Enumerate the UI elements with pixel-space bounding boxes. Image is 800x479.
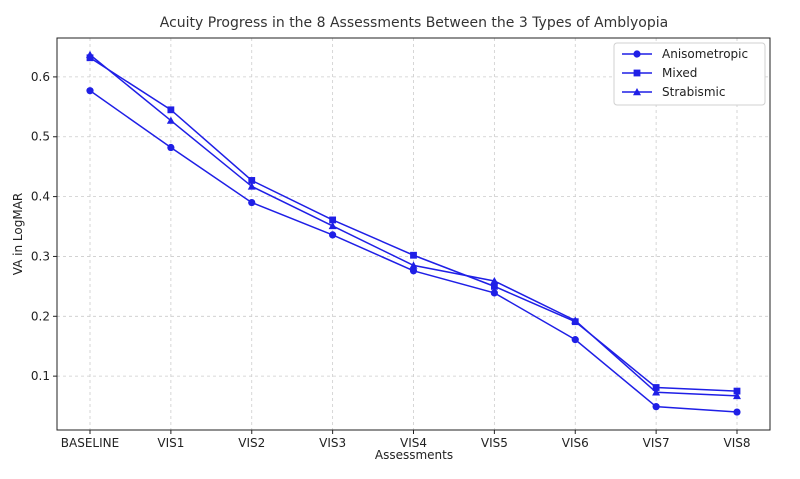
y-tick-label: 0.3 [31,249,50,263]
data-point-anisometropic [571,336,579,344]
x-tick-label: VIS7 [643,436,670,450]
y-axis-label: VA in LogMAR [11,193,25,276]
legend-label-anisometropic: Anisometropic [662,47,748,61]
legend-label-strabismic: Strabismic [662,85,725,99]
legend-marker-mixed [633,69,641,77]
y-tick-label: 0.5 [31,130,50,144]
series-layer [86,50,741,416]
legend-marker-strabismic [633,88,641,96]
x-tick-label: VIS4 [400,436,427,450]
data-point-mixed [652,384,660,391]
legend-marker-anisometropic [633,50,641,58]
chart-title: Acuity Progress in the 8 Assessments Bet… [160,15,668,31]
data-point-strabismic [247,182,256,190]
legend-label-mixed: Mixed [662,66,697,80]
data-point-mixed [410,251,417,259]
plot-frame [56,37,771,431]
data-point-strabismic [166,116,175,124]
x-tick-label: VIS2 [238,436,265,450]
y-tick-label: 0.1 [31,369,50,383]
x-tick-label: VIS1 [157,436,184,450]
data-point-strabismic [652,388,661,396]
y-tick-label: 0.2 [31,309,50,323]
data-point-mixed [733,387,741,395]
data-point-anisometropic [329,231,337,239]
legend: Anisometropic Mixed Strabismic [613,42,766,106]
x-tick-label: VIS3 [319,436,346,450]
data-point-anisometropic [248,198,256,207]
data-point-anisometropic [86,87,94,95]
x-axis-label: Assessments [375,448,453,462]
axes: BASELINE VIS1 VIS2 VIS3 VIS4 VIS5 VIS6 VIS7 VIS8… [31,70,751,450]
x-tick-label: BASELINE [61,436,119,450]
y-tick-label: 0.6 [31,70,50,84]
data-point-strabismic [490,276,499,285]
data-point-mixed [490,282,498,290]
data-point-mixed [248,177,256,184]
data-point-mixed [167,106,175,114]
data-point-strabismic [86,50,94,58]
y-tick-label: 0.4 [31,190,50,204]
x-tick-label: VIS6 [562,436,589,450]
data-point-mixed [329,216,337,224]
data-point-strabismic [409,261,418,269]
data-point-strabismic [733,391,741,400]
data-point-anisometropic [167,143,175,152]
series-strabismic [86,50,741,400]
data-point-anisometropic [490,289,498,297]
x-tick-label: VIS5 [481,436,508,450]
data-point-anisometropic [409,267,418,275]
legend-box [613,42,766,106]
x-tick-label: VIS8 [724,436,751,450]
data-point-strabismic [571,316,580,324]
data-point-anisometropic [652,403,660,411]
data-point-strabismic [328,221,337,230]
data-point-anisometropic [733,408,741,416]
series-anisometropic [86,87,741,416]
